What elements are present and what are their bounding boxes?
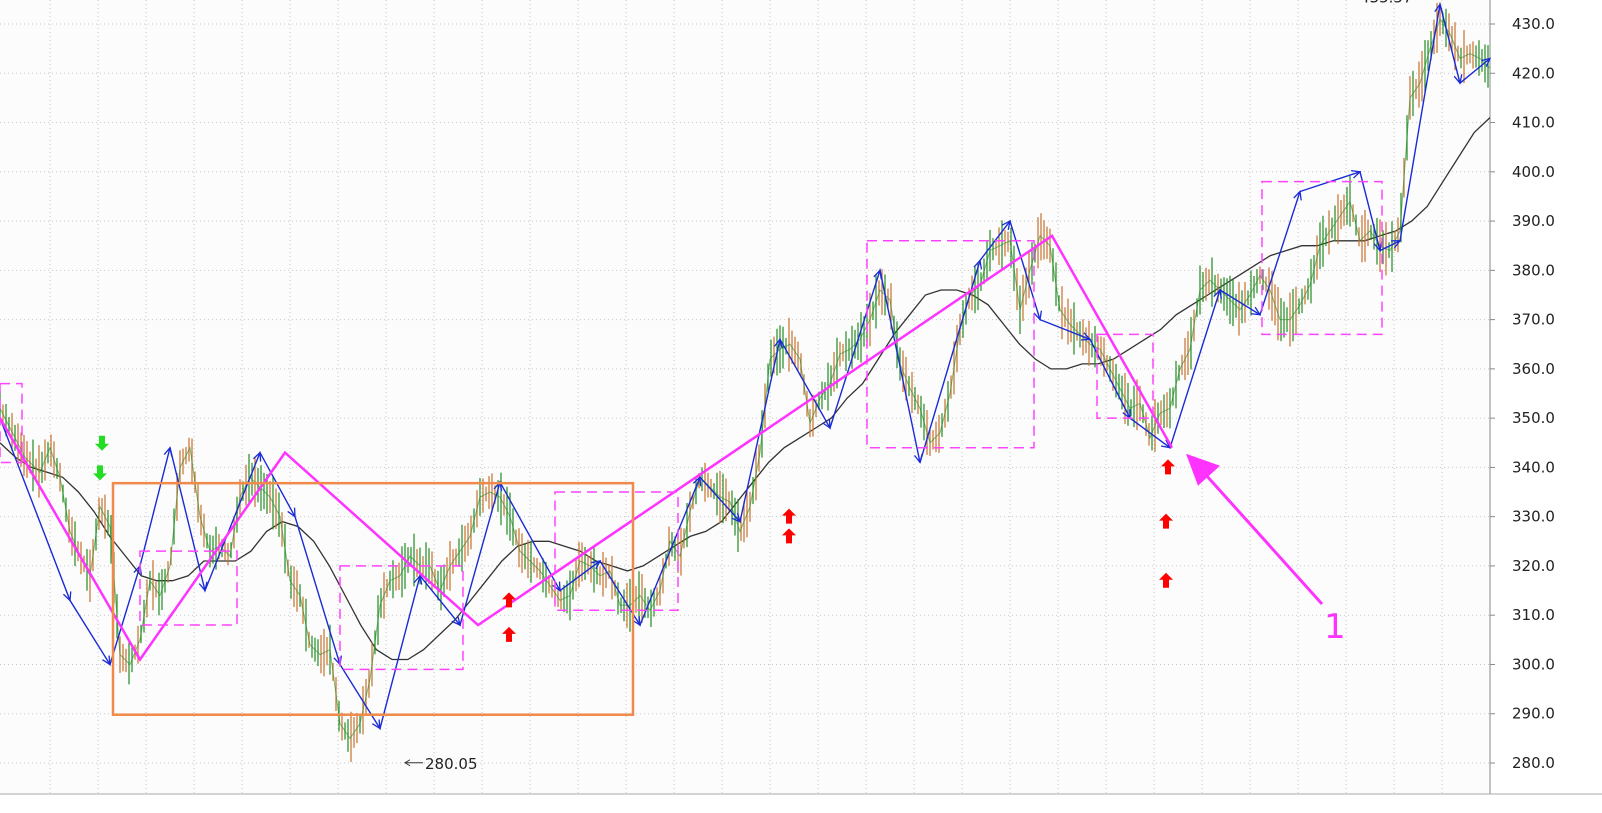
wave-arrowhead (1080, 332, 1092, 341)
y-tick-label: 280.0 (1512, 754, 1555, 772)
price-axis: 280.0 290.0 300.0 310.0 320.0 330.0 340.0 350.0… (0, 0, 1602, 795)
annotation-layer: 280.05 435.57 1 (404, 0, 1413, 773)
low-price-label: 280.05 (425, 755, 478, 773)
y-tick-label: 390.0 (1512, 212, 1555, 230)
trend-line (0, 234, 1174, 662)
low-marker-arrow (404, 759, 411, 767)
zone-box (139, 550, 238, 626)
zone-box (1261, 180, 1383, 336)
buy-arrow-icon (502, 592, 516, 608)
y-tick-label: 410.0 (1512, 114, 1555, 132)
y-tick-label: 430.0 (1512, 15, 1555, 33)
wave-arrowhead (252, 451, 262, 462)
y-tick-label: 340.0 (1512, 458, 1555, 476)
zone-box (1096, 333, 1154, 419)
buy-arrow-icon (782, 528, 796, 544)
wave-arrowhead (163, 446, 173, 457)
wave-arrowhead (287, 507, 296, 518)
wave-arrowhead (1481, 57, 1492, 67)
wave-arrowhead (1033, 310, 1043, 322)
y-tick-label: 370.0 (1512, 311, 1555, 329)
y-tick-label: 310.0 (1512, 606, 1555, 624)
signal-layer (93, 435, 1175, 642)
moving-average-line (0, 117, 1491, 661)
wave-arrowhead (198, 581, 208, 593)
wave-arrowhead (914, 453, 923, 464)
wave-arrowhead (1001, 219, 1011, 231)
box-layer (0, 180, 1383, 716)
y-tick-label: 380.0 (1512, 261, 1555, 279)
y-tick-label: 320.0 (1512, 557, 1555, 575)
buy-arrow-icon (502, 626, 516, 642)
wave-arrowhead (1250, 306, 1262, 316)
sell-arrow-icon (95, 435, 109, 451)
wave-arrowhead (1373, 241, 1383, 253)
range-box (111, 481, 635, 716)
y-tick-label: 300.0 (1512, 655, 1555, 673)
wave-arrowhead (591, 560, 602, 570)
pointer-arrow-shaft (1192, 460, 1324, 606)
wave-arrowhead (773, 337, 783, 349)
wave-arrowhead (372, 719, 381, 730)
y-tick-label: 290.0 (1512, 705, 1555, 723)
zone-box (339, 565, 464, 671)
plot-area (0, 0, 1490, 794)
wave-arrowhead (873, 268, 882, 280)
y-tick-label: 350.0 (1512, 409, 1555, 427)
y-tick-label: 400.0 (1512, 163, 1555, 181)
buy-arrow-icon (1161, 459, 1175, 475)
wave-arrowhead (1350, 169, 1362, 179)
wave-arrowhead (1453, 74, 1463, 85)
trend-layer (0, 234, 1174, 662)
wave-arrowhead (1161, 439, 1172, 449)
wave-arrowhead (102, 655, 111, 666)
wave-arrowhead (1293, 190, 1302, 201)
pointer-arrow-head (1186, 453, 1220, 486)
sell-arrow-icon (93, 465, 107, 481)
y-tick-label: 330.0 (1512, 508, 1555, 526)
wave-arrowhead (62, 591, 72, 602)
pointer-label: 1 (1324, 607, 1346, 647)
wave-arrowhead (822, 418, 831, 430)
wave-arrowhead (1390, 240, 1402, 249)
buy-arrow-icon (1159, 572, 1173, 588)
buy-arrow-icon (782, 508, 796, 524)
y-tick-label: 360.0 (1512, 360, 1555, 378)
wave-layer (0, 2, 1492, 731)
wave-arrowhead (1434, 2, 1444, 14)
wave-arrowhead (632, 616, 641, 627)
y-tick-label: 420.0 (1512, 64, 1555, 82)
zone-box (866, 240, 1035, 449)
wave-arrowhead (1213, 288, 1222, 300)
moving-average-layer (0, 117, 1491, 661)
wave-arrowhead (973, 259, 983, 270)
buy-arrow-icon (1159, 513, 1173, 529)
wave-arrowhead (413, 574, 423, 585)
wave-arrowhead (692, 475, 702, 487)
high-price-label: 435.57 (1360, 0, 1413, 7)
zone-box (554, 491, 679, 612)
wave-arrowhead (731, 512, 742, 523)
wave-arrowhead (451, 616, 461, 627)
